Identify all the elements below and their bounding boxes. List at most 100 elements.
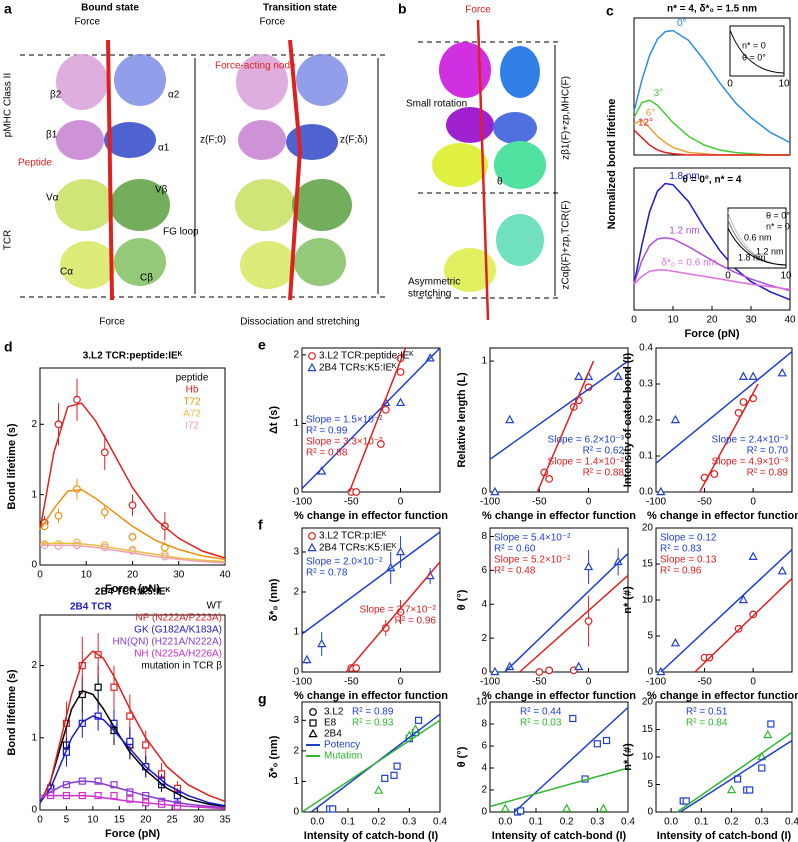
- legend-label: 2B4 TCRs:K5:IEᴷ: [319, 363, 397, 374]
- y-axis-label: θ (°): [456, 746, 468, 767]
- marker: [726, 784, 737, 794]
- domain: [114, 54, 166, 106]
- y-tick-label: 2: [31, 419, 37, 430]
- annotation: Slope = 3.3×10⁻²: [306, 437, 383, 448]
- diagram-label: z(F;δᵢ): [340, 135, 368, 146]
- marker: [390, 771, 398, 779]
- x-axis-label: Force (pN): [105, 828, 160, 840]
- x-tick-label: 0: [631, 315, 637, 326]
- marker: [748, 371, 758, 380]
- domain: [236, 54, 288, 110]
- legend-label: HN(QN) (H221A/N222A): [113, 637, 222, 648]
- marker: [505, 414, 515, 424]
- y-tick-label: 3: [293, 715, 299, 726]
- panel-a-art: [20, 39, 388, 301]
- x-tick-label: 0.4: [785, 817, 798, 828]
- y-tick-label: 6: [481, 565, 487, 576]
- y-axis-label: Bond lifetime (s): [6, 423, 18, 510]
- diagram-label: α2: [168, 90, 180, 101]
- diagram-label: θ: [497, 177, 503, 188]
- panel-letter: f: [258, 517, 263, 533]
- y-tick-label: 0.1: [639, 451, 653, 462]
- panel-letter: a: [4, 1, 12, 17]
- diagram-label: Force: [465, 5, 491, 16]
- domain: [240, 241, 296, 289]
- marker: [374, 785, 384, 794]
- domain: [114, 238, 166, 286]
- marker: [562, 803, 572, 812]
- series-line: [345, 561, 441, 673]
- panel-b-art: [418, 19, 560, 321]
- marker: [302, 654, 312, 664]
- series-line: [694, 577, 793, 673]
- x-tick-label: -100: [292, 677, 312, 688]
- marker: [352, 488, 361, 496]
- legend-label: NH (N225A/H226A): [134, 649, 222, 660]
- diagram-label: Cα: [60, 267, 73, 278]
- y-tick-label: 2: [293, 587, 299, 598]
- domain: [55, 179, 115, 231]
- series-line: [489, 767, 629, 808]
- annotation: Slope = 1.4×10⁻²: [548, 457, 625, 468]
- marker: [584, 617, 593, 626]
- marker: [126, 737, 134, 745]
- inset-label: 1.2 nm: [756, 246, 784, 256]
- marker: [583, 561, 594, 571]
- y-tick-label: 1: [293, 418, 299, 429]
- marker: [142, 741, 150, 749]
- x-tick-label: -100: [646, 497, 666, 508]
- annotation: R² = 0.62: [583, 446, 625, 457]
- chart-title: n* = 4, δ*₀ = 1.5 nm: [667, 4, 757, 15]
- diagram-label: Force: [99, 317, 125, 328]
- diagram-label: Vβ: [155, 185, 168, 196]
- y-tick-label: 15: [642, 724, 654, 735]
- annotation: R² = 0.51: [686, 707, 728, 718]
- marker: [545, 475, 554, 483]
- y-axis-label: Intensity of catch-bond (I): [622, 352, 634, 487]
- x-tick-label: 0.3: [755, 817, 769, 828]
- series-line: [633, 269, 791, 291]
- inset-tick-label: 0: [727, 79, 733, 90]
- diagram-label: Force: [259, 17, 285, 28]
- annotation: R² = 0.70: [747, 446, 789, 457]
- y-tick-label: 1: [293, 776, 299, 787]
- marker: [317, 638, 327, 648]
- diagram-label: zCαβ(F)+zp,TCR(F): [561, 200, 572, 289]
- x-axis-label: Intensity of catch-bond (I): [492, 830, 627, 842]
- x-tick-label: -50: [532, 497, 547, 508]
- legend-label: 2B4: [324, 729, 342, 740]
- marker: [110, 683, 118, 691]
- panel-letter: c: [606, 3, 614, 19]
- y-tick-label: 0.3: [639, 379, 653, 390]
- y-tick-label: 10: [476, 697, 488, 708]
- x-axis-label: Intensity of catch-bond (I): [304, 830, 439, 842]
- x-tick-label: -50: [532, 677, 547, 688]
- diagram-label: Force: [74, 17, 100, 28]
- diagram-label: Force-acting node: [215, 61, 296, 72]
- x-tick-label: 25: [167, 815, 179, 826]
- y-axis-label: Normalized bond lifetime: [606, 99, 618, 230]
- domain: [56, 54, 108, 110]
- plot-frame: [489, 527, 629, 673]
- x-axis-label: % change in effector function: [647, 690, 798, 702]
- marker: [352, 664, 361, 672]
- y-tick-label: 2: [31, 660, 37, 671]
- series-line: [39, 542, 226, 563]
- marker: [593, 740, 601, 748]
- x-axis-label: Force (pN): [685, 328, 740, 340]
- marker: [738, 371, 749, 380]
- annotation: R² = 0.99: [306, 426, 348, 437]
- x-tick-label: 0.4: [621, 817, 635, 828]
- series-line: [348, 347, 407, 493]
- legend-label: NP (N222A/P223A): [135, 613, 222, 624]
- x-tick-label: 30: [173, 570, 185, 581]
- x-tick-label: 10: [667, 315, 679, 326]
- y-axis-label: Bond lifetime (s): [6, 669, 18, 756]
- domain: [439, 42, 491, 98]
- marker: [734, 624, 743, 633]
- legend-label: A72: [183, 409, 201, 420]
- diagram-label: zβ1(F)+zp,MHC(F): [561, 76, 572, 160]
- annotation: R² = 0.48: [494, 566, 536, 577]
- diagram-label: stretching: [408, 289, 451, 300]
- diagram-label: Small rotation: [406, 99, 467, 110]
